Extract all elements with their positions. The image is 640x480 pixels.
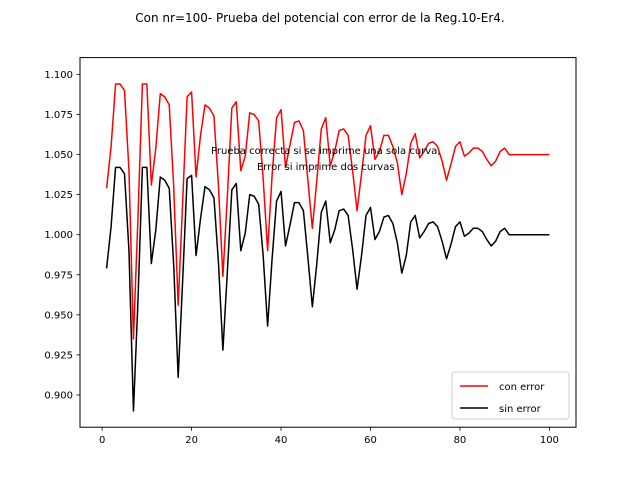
x-tick-label: 60 [364, 435, 377, 446]
y-tick-label: 1.100 [44, 70, 73, 81]
y-tick-label: 0.925 [44, 350, 73, 361]
x-tick-label: 40 [275, 435, 288, 446]
series-line-sin-error [105, 166, 550, 412]
y-axis: 0.900 0.925 0.950 0.975 1.000 1.025 1.050 1.075… [44, 70, 80, 401]
y-tick-label: 1.050 [44, 150, 73, 161]
plot-area [105, 83, 550, 412]
legend-label: con error [499, 382, 545, 393]
x-axis: 0 20 40 60 80 100 [99, 427, 559, 446]
axes-frame [79, 57, 577, 428]
y-tick-label: 1.000 [44, 230, 73, 241]
chart-title: Con nr=100- Prueba del potencial con err… [135, 11, 504, 25]
series-line-con-error [105, 83, 550, 340]
annotation-text: Prueba correcta si se imprime una sola c… [211, 146, 441, 157]
y-tick-label: 0.900 [44, 390, 73, 401]
x-tick-label: 100 [540, 435, 559, 446]
x-tick-label: 80 [454, 435, 467, 446]
y-tick-label: 1.025 [44, 190, 73, 201]
x-tick-label: 20 [185, 435, 198, 446]
legend-label: sin error [499, 404, 542, 415]
annotations: Prueba correcta si se imprime una sola c… [211, 146, 441, 173]
x-tick-label: 0 [99, 435, 105, 446]
y-tick-label: 0.950 [44, 310, 73, 321]
y-tick-label: 0.975 [44, 270, 73, 281]
y-tick-label: 1.075 [44, 110, 73, 121]
legend: con error sin error [451, 371, 570, 420]
annotation-text: Error si imprime dos curvas [257, 162, 395, 173]
